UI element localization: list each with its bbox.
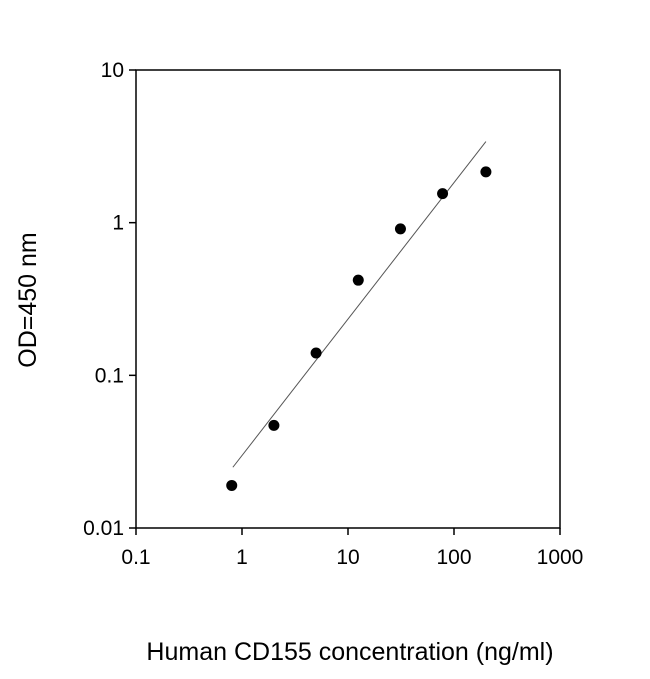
data-point [394,223,406,235]
plot-frame [135,69,561,529]
x-tick-label: 100 [436,546,471,569]
data-point [480,166,492,178]
data-point [352,274,364,286]
data-point [437,188,449,200]
x-tick-label: 0.1 [121,546,150,569]
data-point [268,419,280,431]
x-tick-label: 1000 [537,546,584,569]
data-point [226,479,238,491]
x-tick-label: 1 [236,546,248,569]
y-tick-label: 0.01 [83,517,124,540]
y-tick-label: 1 [112,212,124,235]
data-point [310,347,322,359]
x-axis-title: Human CD155 concentration (ng/ml) [146,638,553,666]
x-tick-label: 10 [336,546,359,569]
y-tick-label: 10 [101,59,124,82]
y-axis-title: OD=450 nm [14,232,42,368]
fit-line [232,141,487,468]
y-tick-label: 0.1 [95,364,124,387]
